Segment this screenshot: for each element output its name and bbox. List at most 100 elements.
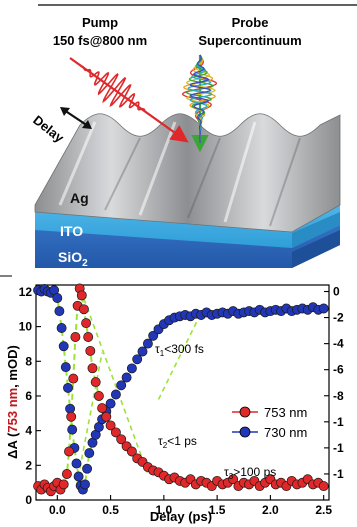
y-axis-right: 0 -2 -4 -6 -8 -1 -1 -1: [324, 285, 344, 481]
y-left-tick-label: 12: [19, 285, 33, 299]
y-left-tick-label: 8: [25, 354, 32, 368]
x-tick-label: 0.5: [102, 503, 119, 517]
data-point-730nm: [121, 372, 132, 383]
y-axis-left-label: ΔA (753 nm, mOD): [5, 345, 20, 459]
data-point-730nm: [60, 362, 71, 373]
y-right-tick-label: -2: [333, 311, 344, 325]
ito-layer-label: ITO: [60, 223, 83, 239]
data-point-753nm: [93, 391, 104, 401]
data-point-753nm: [58, 479, 69, 490]
probe-label: Probe: [232, 15, 269, 30]
legend-label-730: 730 nm: [264, 425, 307, 440]
data-point-730nm: [56, 323, 67, 333]
y-right-tick-label: 0: [333, 285, 340, 299]
delay-arrow-head-right: [82, 120, 92, 129]
sio2-layer-label: SiO2: [58, 249, 88, 269]
data-point-730nm: [58, 341, 69, 352]
data-point-730nm: [63, 382, 73, 393]
x-tick-label: 2.5: [315, 503, 332, 517]
data-point-753nm: [64, 446, 74, 457]
ag-grating: [34, 113, 341, 233]
pump-label: Pump: [82, 15, 118, 30]
data-point-730nm: [142, 338, 153, 349]
y-right-tick-label: -6: [333, 363, 344, 377]
series-753nm: [33, 283, 329, 497]
data-point-753nm: [105, 420, 116, 431]
pump-pulse-wave: [82, 65, 146, 112]
legend-marker-730: [239, 426, 251, 438]
schematic-panel: Pump 150 fs@800 nm Probe Supercontinuum …: [30, 4, 357, 269]
y-left-tick-label: 6: [25, 389, 32, 403]
data-point-753nm: [116, 434, 127, 445]
x-tick-label: 0.0: [49, 503, 66, 517]
tau3-annotation: τ3>100 ps: [224, 465, 276, 481]
data-point-730nm: [54, 306, 65, 317]
probe-pulse-wave: [181, 54, 217, 144]
x-tick-label: 2.0: [262, 503, 279, 517]
data-point-730nm: [148, 330, 159, 341]
x-axis-label: Delay (ps): [150, 509, 212, 524]
probe-wave-component: [187, 54, 213, 143]
tau2-annotation: τ2<1 ps: [158, 434, 197, 450]
data-point-753nm: [110, 427, 121, 438]
data-point-753nm: [318, 481, 329, 492]
pump-spec-label: 150 fs@800 nm: [53, 33, 147, 48]
delay-arrow-line: [63, 109, 89, 127]
y-left-tick-label: 4: [25, 424, 32, 438]
legend-label-753: 753 nm: [264, 405, 307, 420]
probe-spec-label: Supercontinuum: [198, 33, 301, 48]
delay-arrow-head-left: [60, 107, 70, 116]
y-right-tick-label: -4: [333, 337, 344, 351]
ag-layer-label: Ag: [70, 190, 89, 206]
data-point-730nm: [132, 354, 143, 365]
y-left-tick-label: 2: [25, 458, 32, 472]
data-point-753nm: [68, 373, 79, 384]
data-point-730nm: [116, 380, 127, 391]
data-point-753nm: [76, 290, 87, 301]
data-point-753nm: [70, 332, 81, 342]
delay-label: Delay: [30, 112, 67, 146]
data-point-753nm: [90, 377, 101, 388]
data-point-753nm: [126, 446, 137, 457]
y-left-tick-label: 10: [19, 320, 33, 334]
data-point-730nm: [80, 479, 90, 490]
data-point-730nm: [82, 463, 93, 474]
legend-marker-753: [239, 406, 251, 418]
y-axis-left: 0 2 4 6 8 10 12: [19, 285, 41, 507]
ito-side: [292, 212, 340, 248]
y-right-tick-label: -1: [333, 467, 344, 481]
tau1-annotation: τ1<300 fs: [155, 342, 204, 358]
data-point-730nm: [73, 471, 84, 482]
y-left-tick-label: 0: [25, 493, 32, 507]
data-point-730nm: [105, 398, 116, 409]
data-point-753nm: [61, 469, 72, 479]
data-point-730nm: [137, 346, 148, 357]
data-point-753nm: [97, 403, 108, 414]
plot-frame: [35, 284, 330, 501]
legend: 753 nm 730 nm: [232, 405, 307, 440]
tangent-line: [157, 312, 202, 400]
data-point-753nm: [87, 363, 98, 374]
data-point-753nm: [101, 411, 112, 422]
data-point-730nm: [318, 303, 329, 314]
data-point-730nm: [52, 293, 63, 303]
data-point-753nm: [83, 332, 94, 342]
data-point-730nm: [126, 363, 137, 374]
data-point-730nm: [71, 458, 82, 469]
data-point-753nm: [66, 411, 77, 422]
y-right-tick-label: -8: [333, 389, 344, 403]
data-point-730nm: [67, 424, 78, 435]
x-axis: 0.0 0.5 1.0 1.5 2.0 2.5: [49, 495, 332, 517]
sio2-side: [292, 230, 340, 268]
data-point-753nm: [228, 474, 239, 485]
y-right-tick-label: -1: [333, 415, 344, 429]
chart-panel: 0.0 0.5 1.0 1.5 2.0 2.5 0 2 4 6 8 10 12 0 -2 -4 -6 -8 -1…: [0, 275, 344, 524]
probe-wave-component: [189, 54, 212, 143]
data-point-753nm: [81, 318, 92, 329]
y-right-tick-label: -1: [333, 441, 344, 455]
data-point-730nm: [84, 448, 95, 459]
data-point-753nm: [78, 304, 89, 315]
tangent-line: [83, 298, 149, 475]
grating-shadows: [104, 137, 301, 227]
